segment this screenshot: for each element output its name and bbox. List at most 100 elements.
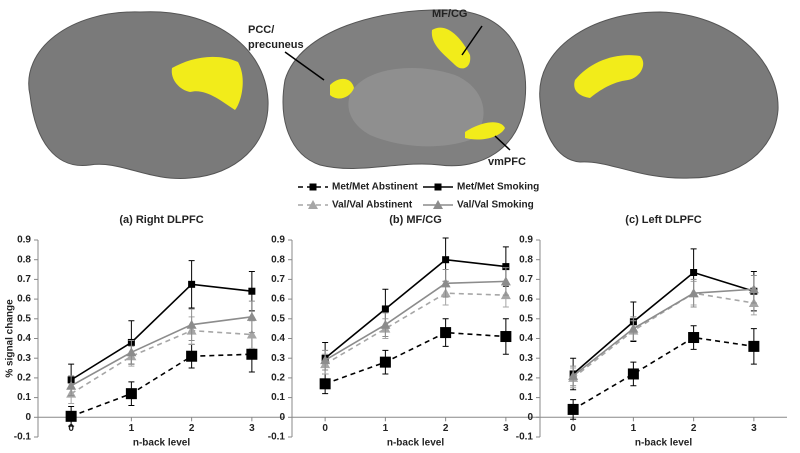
brain-left [28, 11, 269, 179]
chart-title: (b) MF/CG [389, 214, 442, 226]
x-axis-label: n-back level [133, 438, 190, 449]
series-line [572, 292, 754, 379]
x-tick-label: 3 [503, 423, 509, 434]
y-tick-label: 0.3 [17, 353, 31, 364]
pointer-arrow [284, 51, 325, 81]
legend-label: Val/Val Abstinent [332, 200, 413, 211]
x-tick-label: 3 [751, 423, 757, 434]
marker [246, 348, 258, 360]
chart-title: (a) Right DLPFC [119, 214, 203, 226]
legend-label: Met/Met Smoking [457, 182, 539, 193]
series-line [572, 288, 754, 377]
marker [125, 388, 137, 400]
marker [627, 368, 639, 380]
marker [380, 319, 391, 329]
y-tick-label: 0.8 [519, 254, 533, 265]
legend-marker [309, 183, 317, 191]
marker [320, 355, 331, 365]
series-line [324, 331, 506, 385]
marker [440, 327, 452, 339]
series-line [324, 280, 506, 361]
marker [442, 256, 450, 264]
y-tick-label: 0.1 [519, 392, 533, 403]
legend-marker [308, 200, 318, 209]
y-tick-label: 0 [279, 412, 285, 423]
marker [186, 350, 198, 362]
y-tick-label: 0 [25, 412, 31, 423]
marker [188, 280, 196, 288]
x-tick-label: 1 [631, 423, 637, 434]
marker [246, 311, 257, 321]
activation [574, 55, 644, 98]
y-tick-label: 0.7 [17, 274, 31, 285]
y-tick-label: 0.8 [17, 254, 31, 265]
y-tick-label: 0.2 [271, 373, 285, 384]
y-tick-label: 0.9 [17, 235, 31, 246]
legend-label: Met/Met Abstinent [332, 182, 418, 193]
y-tick-label: -0.1 [516, 432, 534, 443]
activation [171, 56, 243, 110]
series-line [70, 329, 252, 395]
marker [567, 403, 579, 415]
marker [66, 380, 77, 390]
brain-right [539, 11, 779, 179]
y-tick-label: 0.9 [271, 235, 285, 246]
marker [126, 347, 137, 357]
y-tick-label: 0 [527, 412, 533, 423]
y-tick-label: 0.1 [271, 392, 285, 403]
y-tick-label: 0.7 [519, 274, 533, 285]
activation [431, 27, 471, 69]
y-tick-label: 0.3 [271, 353, 285, 364]
y-tick-label: 0.6 [17, 294, 31, 305]
pointer-arrow [461, 25, 483, 56]
series-line [70, 353, 252, 418]
x-tick-label: 0 [570, 423, 576, 434]
x-tick-label: 2 [189, 423, 195, 434]
brain-label: precuneus [248, 39, 304, 51]
x-axis-label: n-back level [635, 438, 692, 449]
y-tick-label: 0.6 [271, 294, 285, 305]
y-tick-label: 0.5 [519, 313, 533, 324]
marker [500, 331, 512, 343]
x-tick-label: 3 [249, 423, 255, 434]
y-tick-label: 0.8 [271, 254, 285, 265]
legend-marker [434, 183, 442, 191]
series-line [70, 283, 252, 381]
activation [330, 78, 354, 99]
marker [440, 278, 451, 288]
y-tick-label: 0.2 [519, 373, 533, 384]
marker [568, 370, 579, 380]
x-tick-label: 0 [68, 423, 74, 434]
marker [688, 288, 699, 298]
y-tick-label: -0.1 [268, 432, 286, 443]
medial-inner [348, 67, 484, 147]
marker [65, 410, 77, 422]
activation [465, 122, 505, 140]
brain-label: MF/CG [432, 8, 467, 20]
brain-label: vmPFC [488, 156, 526, 168]
marker [246, 329, 257, 339]
marker [319, 378, 331, 390]
y-axis-label: % signal change [5, 299, 16, 378]
y-tick-label: 0.5 [271, 313, 285, 324]
y-tick-label: 0.3 [519, 353, 533, 364]
marker [186, 319, 197, 329]
marker [748, 340, 760, 352]
x-tick-label: 2 [691, 423, 697, 434]
x-axis-label: n-back level [387, 438, 444, 449]
y-tick-label: 0.2 [17, 373, 31, 384]
brain-label: PCC/ [248, 24, 274, 36]
marker [379, 356, 391, 368]
y-tick-label: 0.9 [519, 235, 533, 246]
y-tick-label: 0.4 [271, 333, 285, 344]
legend-marker [433, 200, 443, 209]
brain-images: PCC/ precuneus MF/CG vmPFC [28, 8, 779, 179]
y-tick-label: -0.1 [14, 432, 32, 443]
y-tick-label: 0.5 [17, 313, 31, 324]
y-tick-label: 0.7 [271, 274, 285, 285]
series-line [70, 316, 252, 387]
x-tick-label: 1 [129, 423, 135, 434]
marker [502, 263, 510, 271]
x-tick-label: 1 [383, 423, 389, 434]
